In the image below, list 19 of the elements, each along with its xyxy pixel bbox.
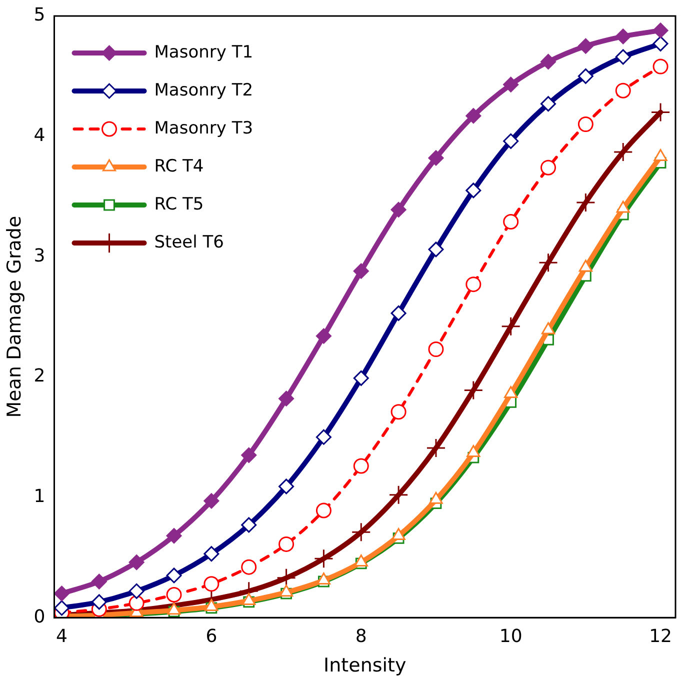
x-axis-title: Intensity [324, 654, 406, 677]
legend-label: RC T5 [154, 194, 204, 214]
y-axis-title: Mean Damage Grade [3, 216, 26, 418]
y-tick-label: 2 [34, 366, 46, 387]
x-tick-label: 12 [649, 626, 672, 648]
legend-label: Steel T6 [154, 232, 224, 252]
x-tick-label: 10 [499, 626, 522, 648]
legend-label: RC T4 [154, 156, 204, 176]
legend-label: Masonry T2 [154, 80, 254, 100]
x-tick-label: 8 [355, 626, 367, 648]
legend-label: Masonry T3 [154, 118, 254, 138]
legend-label: Masonry T1 [154, 42, 254, 62]
x-tick-label: 6 [206, 626, 218, 648]
y-tick-label: 5 [34, 4, 46, 26]
y-tick-label: 3 [34, 245, 46, 266]
y-tick-label: 1 [34, 486, 46, 507]
x-tick-label: 4 [56, 626, 68, 648]
y-tick-label: 4 [34, 124, 46, 146]
y-tick-label: 0 [34, 606, 46, 628]
